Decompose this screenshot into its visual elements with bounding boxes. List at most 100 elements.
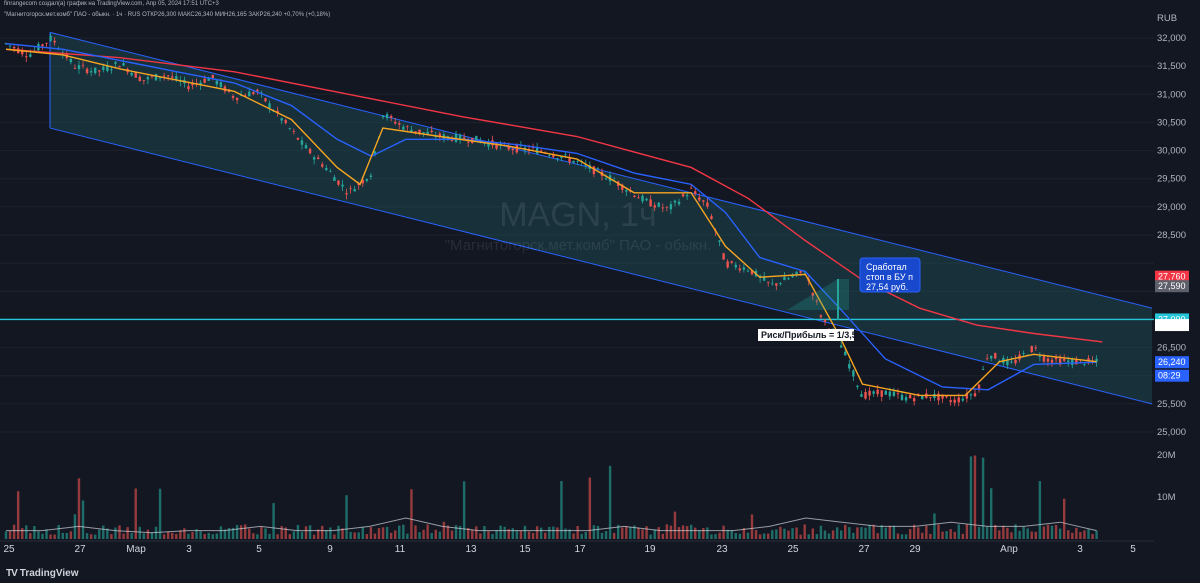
candle-body — [1030, 346, 1033, 353]
price-tick-label: 32,000 — [1157, 33, 1186, 44]
candle-body — [633, 195, 636, 197]
candle-body — [556, 158, 559, 159]
candle-body — [961, 398, 965, 401]
candle-body — [1050, 359, 1054, 363]
candle-body — [1022, 353, 1025, 354]
volume-bar — [580, 533, 583, 539]
candle-body — [85, 68, 89, 73]
volume-bar — [669, 525, 673, 539]
candle-body — [288, 128, 292, 130]
volume-bar — [130, 532, 133, 539]
volume-bar — [596, 525, 600, 539]
candle-body — [495, 143, 498, 149]
volume-bar — [738, 533, 742, 539]
time-tick-label: 15 — [519, 544, 531, 555]
volume-bar — [223, 529, 227, 539]
candle-body — [937, 393, 940, 401]
candle-body — [276, 110, 279, 114]
volume-bar — [256, 534, 259, 539]
candle-body — [884, 390, 887, 395]
candle-body — [1042, 356, 1046, 362]
volume-bar — [722, 525, 725, 539]
candle-body — [710, 216, 713, 220]
candle-body — [945, 396, 948, 398]
volume-bar — [16, 491, 20, 539]
volume-bar — [462, 481, 466, 539]
candle-body — [669, 204, 673, 210]
volume-bar — [195, 529, 198, 539]
candle-body — [454, 134, 458, 142]
candle-body — [977, 384, 981, 389]
author-line: finrangecom создал(а) график на TradingV… — [4, 1, 219, 7]
volume-bar — [519, 530, 523, 539]
candle-body — [750, 270, 754, 275]
price-tag-label: 26,240 — [1158, 357, 1186, 367]
time-tick-label: 29 — [909, 544, 921, 555]
candle-body — [1062, 358, 1066, 361]
candle-body — [689, 187, 693, 189]
candle-body — [844, 351, 847, 356]
volume-bar — [706, 527, 709, 539]
volume-bar — [377, 528, 381, 539]
volume-bar — [933, 513, 936, 539]
volume-bar — [689, 524, 693, 539]
volume-bar — [57, 524, 60, 539]
volume-bar — [945, 531, 948, 539]
volume-bar — [762, 533, 766, 539]
price-tick-label: 30,000 — [1157, 146, 1186, 157]
time-tick-label: 13 — [465, 544, 477, 555]
candle-body — [560, 156, 563, 159]
time-tick-label: 11 — [395, 544, 406, 555]
volume-bar — [471, 530, 474, 539]
volume-bar — [1034, 531, 1037, 539]
candle-body — [596, 168, 600, 170]
volume-bar — [839, 530, 843, 539]
volume-bar — [876, 533, 879, 539]
volume-bar — [714, 534, 717, 539]
candle-body — [568, 158, 571, 163]
candle-body — [767, 281, 770, 283]
candle-body — [1087, 358, 1090, 361]
stop-note-text: 27,54 руб. — [866, 282, 908, 292]
candle-body — [256, 89, 259, 92]
candle-body — [734, 264, 737, 268]
candle-body — [880, 390, 883, 397]
volume-bar — [969, 456, 973, 539]
candle-body — [973, 393, 977, 397]
volume-ma-line — [6, 517, 1097, 534]
candle-body — [175, 76, 178, 81]
volume-bar — [734, 532, 737, 539]
candle-body — [398, 123, 401, 125]
candle-body — [45, 42, 48, 44]
price-tag-label: 27,760 — [1158, 272, 1186, 282]
volume-bar — [880, 525, 883, 539]
candle-body — [410, 129, 413, 133]
candle-body — [203, 78, 206, 83]
candle-body — [361, 179, 364, 184]
price-tag-label: 08:29 — [1158, 371, 1181, 381]
tradingview-logo[interactable]: TV TradingView — [6, 568, 79, 579]
volume-bar — [977, 526, 981, 539]
candle-body — [166, 75, 170, 77]
price-axis: RUB 32,000 31,500 31,000 30,500 30,000 29,500 2… — [1155, 13, 1189, 503]
candle-body — [994, 352, 997, 359]
candle-body — [957, 397, 960, 403]
candle-body — [211, 74, 214, 79]
candle-body — [458, 134, 462, 141]
volume-bar — [1030, 531, 1033, 539]
candle-body — [872, 391, 875, 394]
candle-body — [868, 390, 871, 396]
volume-bar — [531, 533, 535, 539]
candle-body — [235, 97, 239, 101]
volume-bar — [584, 531, 587, 539]
volume-tick-label: 20M — [1157, 450, 1176, 461]
currency-label: RUB — [1157, 13, 1177, 24]
candle-body — [799, 270, 802, 273]
price-tag-label: 27,590 — [1158, 281, 1186, 291]
candle-body — [12, 46, 16, 49]
volume-bar — [1079, 532, 1082, 539]
candle-body — [839, 345, 843, 348]
volume-bar — [819, 525, 823, 539]
candle-body — [268, 103, 271, 108]
